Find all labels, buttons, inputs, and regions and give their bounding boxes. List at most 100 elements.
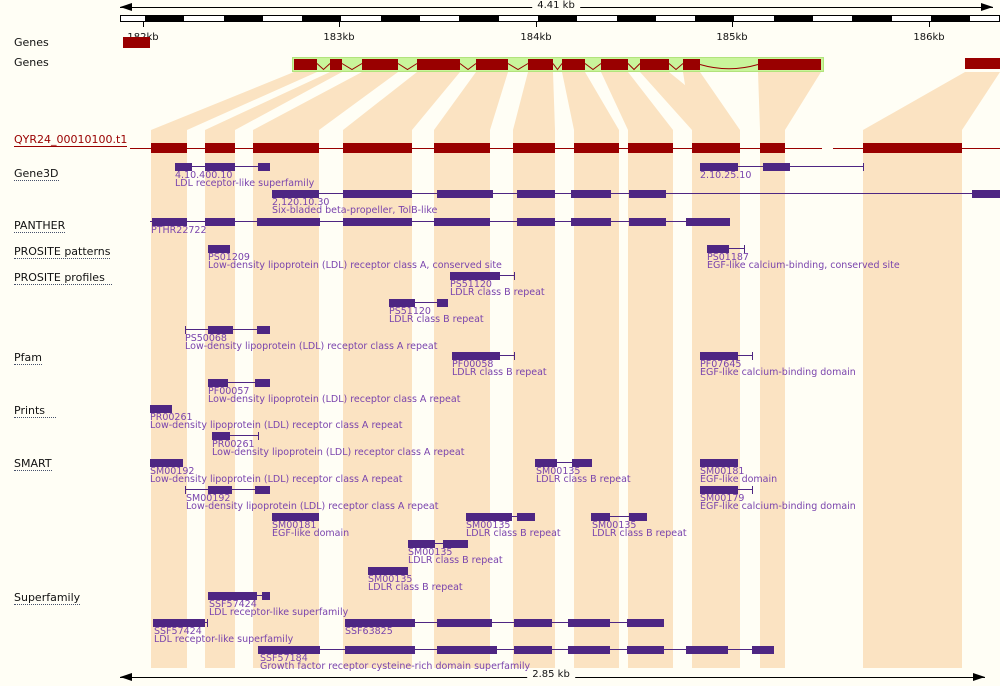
transcript-exon[interactable] [343, 143, 412, 153]
domain-box[interactable] [568, 646, 610, 654]
domain-box[interactable] [707, 245, 729, 253]
domain-box[interactable] [517, 513, 535, 521]
domain-id-label[interactable]: SM00135 [536, 466, 581, 477]
domain-box[interactable] [343, 190, 412, 198]
transcript-exon[interactable] [574, 143, 619, 153]
domain-id-label[interactable]: PF00057 [208, 386, 250, 397]
domain-box[interactable] [258, 646, 320, 654]
domain-box[interactable] [434, 218, 490, 226]
domain-box[interactable] [150, 459, 183, 467]
domain-id-label[interactable]: SM00192 [150, 466, 195, 477]
domain-id-label[interactable]: SM00135 [368, 574, 413, 585]
gene-box[interactable] [965, 58, 1000, 69]
domain-box[interactable] [627, 646, 664, 654]
domain-box[interactable] [152, 218, 187, 226]
domain-id-label[interactable]: SM00135 [592, 520, 637, 531]
domain-id-label[interactable]: PR00261 [150, 412, 193, 423]
domain-box[interactable] [700, 163, 738, 171]
domain-id-label[interactable]: SSF57184 [260, 653, 308, 664]
domain-box[interactable] [272, 190, 319, 198]
domain-box[interactable] [208, 592, 257, 600]
domain-box[interactable] [752, 646, 774, 654]
domain-box[interactable] [208, 486, 232, 494]
domain-box[interactable] [389, 299, 415, 307]
domain-box[interactable] [437, 299, 448, 307]
domain-id-label[interactable]: PR00261 [212, 439, 255, 450]
domain-box[interactable] [205, 163, 235, 171]
domain-box[interactable] [368, 567, 408, 575]
domain-id-label[interactable]: SSF63825 [345, 626, 393, 637]
gene-box[interactable] [123, 37, 150, 48]
domain-box[interactable] [686, 218, 730, 226]
domain-box[interactable] [763, 163, 790, 171]
domain-id-label[interactable]: PS50068 [185, 333, 227, 344]
gene-exon[interactable] [528, 59, 553, 70]
domain-box[interactable] [517, 190, 555, 198]
transcript-label[interactable]: QYR24_00010100.t1 [14, 133, 128, 147]
track-label-gene3d[interactable]: Gene3D [14, 167, 59, 181]
gene-exon[interactable] [362, 59, 398, 70]
domain-box[interactable] [345, 646, 415, 654]
domain-box[interactable] [255, 379, 270, 387]
transcript-exon[interactable] [434, 143, 490, 153]
track-label-smart[interactable]: SMART [14, 457, 52, 471]
domain-box[interactable] [150, 405, 172, 413]
gene-exon[interactable] [601, 59, 628, 70]
domain-box[interactable] [255, 486, 270, 494]
domain-box[interactable] [514, 646, 552, 654]
domain-box[interactable] [517, 218, 555, 226]
domain-box[interactable] [262, 592, 270, 600]
domain-id-label[interactable]: PF07645 [700, 359, 742, 370]
domain-box[interactable] [257, 218, 320, 226]
domain-box[interactable] [205, 218, 235, 226]
transcript-exon[interactable] [863, 143, 962, 153]
transcript-exon[interactable] [205, 143, 235, 153]
track-label-panther[interactable]: PANTHER [14, 219, 66, 233]
domain-box[interactable] [208, 326, 233, 334]
domain-box[interactable] [175, 163, 192, 171]
domain-id-label[interactable]: PS01209 [208, 252, 250, 263]
domain-id-label[interactable]: PS51120 [389, 306, 431, 317]
transcript-exon[interactable] [760, 143, 785, 153]
domain-box[interactable] [212, 432, 230, 440]
domain-box[interactable] [443, 540, 468, 548]
domain-id-label[interactable]: PS01187 [707, 252, 749, 263]
domain-id-label[interactable]: PS51120 [450, 279, 492, 290]
domain-id-label[interactable]: SM00135 [408, 547, 453, 558]
domain-box[interactable] [572, 459, 592, 467]
domain-box[interactable] [153, 619, 205, 627]
transcript-exon[interactable] [628, 143, 673, 153]
transcript-exon[interactable] [513, 143, 555, 153]
transcript-exon[interactable] [253, 143, 319, 153]
track-label-prints[interactable]: Prints [14, 404, 56, 418]
domain-box[interactable] [700, 352, 738, 360]
domain-box[interactable] [568, 619, 610, 627]
domain-box[interactable] [408, 540, 435, 548]
domain-id-label[interactable]: PTHR22722 [151, 225, 207, 236]
domain-box[interactable] [450, 272, 500, 280]
domain-box[interactable] [257, 326, 270, 334]
gene-exon[interactable] [758, 59, 821, 70]
gene-exon[interactable] [330, 59, 342, 70]
gene-exon[interactable] [294, 59, 317, 70]
domain-box[interactable] [629, 513, 647, 521]
domain-box[interactable] [343, 218, 412, 226]
transcript-exon[interactable] [692, 143, 740, 153]
domain-id-label[interactable]: 4.10.400.10 [175, 170, 233, 181]
domain-box[interactable] [686, 646, 728, 654]
gene-exon[interactable] [417, 59, 460, 70]
domain-box[interactable] [345, 619, 415, 627]
domain-box[interactable] [208, 245, 230, 253]
domain-box[interactable] [700, 459, 738, 467]
domain-box[interactable] [700, 486, 738, 494]
gene-exon[interactable] [640, 59, 669, 70]
domain-box[interactable] [208, 379, 228, 387]
domain-box[interactable] [514, 619, 552, 627]
domain-box[interactable] [629, 218, 666, 226]
domain-box[interactable] [272, 513, 319, 521]
domain-box[interactable] [972, 190, 1000, 198]
track-label-superfamily[interactable]: Superfamily [14, 591, 81, 605]
domain-box[interactable] [452, 352, 500, 360]
domain-id-label[interactable]: SM00135 [466, 520, 511, 531]
gene-exon[interactable] [562, 59, 585, 70]
